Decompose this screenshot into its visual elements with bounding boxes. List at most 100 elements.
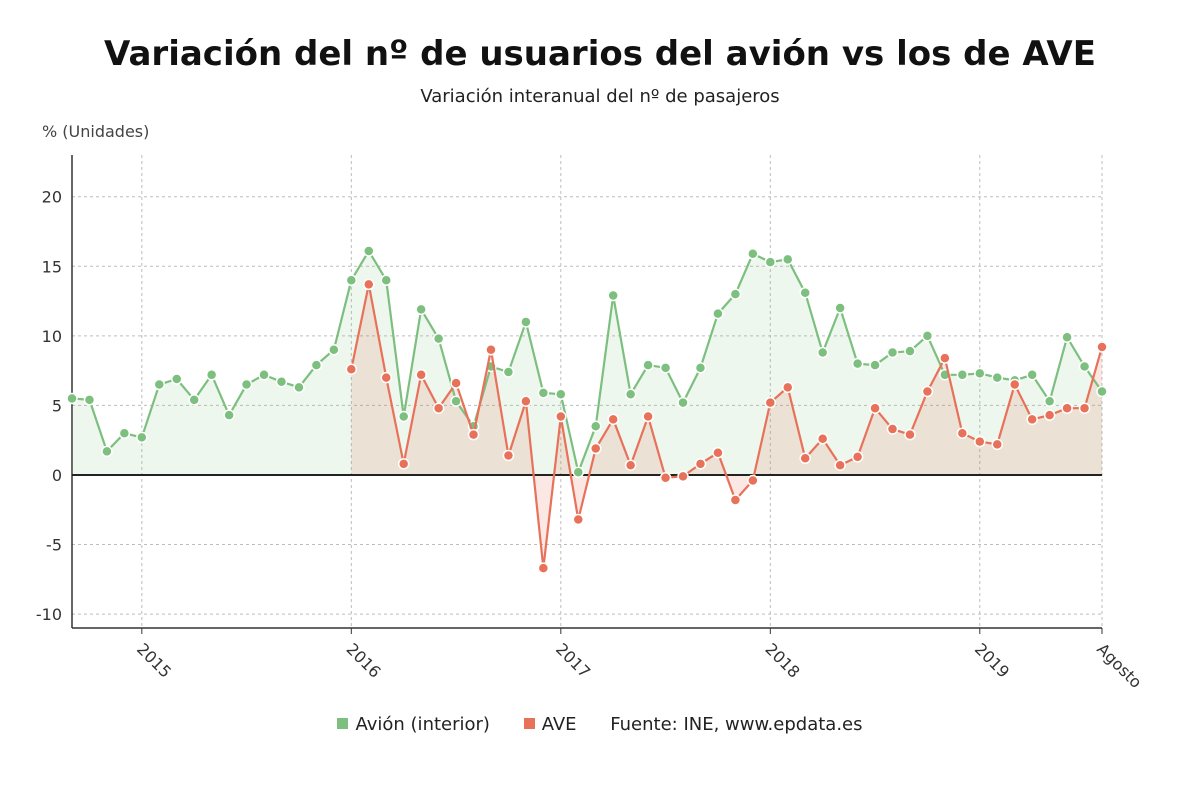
data-point-avion	[310, 359, 323, 371]
y-tick-label: 5	[52, 396, 62, 415]
data-point-avion	[415, 303, 427, 316]
data-point-avion	[904, 345, 916, 357]
data-point-avion	[205, 369, 218, 381]
data-point-avion	[520, 316, 532, 328]
series-area-avion	[72, 250, 1102, 475]
data-point-ave	[904, 428, 916, 441]
data-point-ave	[467, 428, 480, 441]
data-point-ave	[834, 459, 846, 471]
data-point-avion	[886, 346, 899, 359]
data-point-avion	[747, 248, 759, 260]
data-point-avion	[66, 392, 78, 405]
data-point-ave	[345, 363, 358, 375]
data-point-avion	[782, 253, 794, 266]
data-point-avion	[624, 388, 637, 401]
data-point-ave	[747, 474, 759, 487]
data-point-ave	[624, 459, 637, 471]
data-point-avion	[677, 396, 689, 409]
data-point-avion	[799, 286, 811, 299]
data-point-ave	[502, 449, 515, 462]
data-point-avion	[293, 381, 305, 394]
y-tick-label: -10	[36, 605, 62, 624]
data-point-avion	[450, 395, 462, 407]
data-point-ave	[851, 451, 864, 463]
y-tick-label: 15	[42, 257, 62, 276]
legend: Avión (interior) AVE Fuente: INE, www.ep…	[0, 713, 1200, 735]
data-point-avion	[974, 367, 986, 380]
data-point-avion	[555, 388, 567, 401]
data-point-avion	[1096, 385, 1108, 398]
legend-item-avion[interactable]: Avión (interior)	[337, 713, 490, 735]
data-point-avion	[572, 466, 585, 478]
data-point-avion	[345, 274, 358, 286]
data-point-ave	[589, 442, 602, 455]
x-tick-label: Agosto	[1093, 639, 1146, 692]
data-point-ave	[642, 410, 654, 423]
y-tick-label: 10	[42, 327, 62, 346]
data-point-avion	[816, 346, 829, 359]
data-point-avion	[502, 366, 515, 378]
data-point-ave	[555, 410, 567, 423]
data-point-ave	[1026, 413, 1038, 426]
data-point-avion	[1043, 395, 1056, 407]
y-tick-label: 0	[52, 466, 62, 485]
data-point-ave	[1008, 378, 1021, 391]
data-point-ave	[921, 385, 934, 398]
x-tick-label: 2015	[133, 639, 175, 681]
data-point-ave	[677, 470, 689, 483]
chart-subtitle: Variación interanual del nº de pasajeros	[420, 86, 780, 107]
x-tick-label: 2019	[971, 639, 1013, 681]
data-point-avion	[363, 245, 375, 257]
data-point-avion	[851, 357, 864, 370]
data-point-ave	[816, 433, 829, 445]
legend-label-ave: AVE	[541, 713, 577, 735]
data-point-ave	[485, 344, 497, 356]
data-point-avion	[328, 344, 340, 356]
data-point-avion	[240, 378, 253, 391]
data-point-avion	[136, 431, 148, 444]
data-point-avion	[380, 274, 392, 286]
data-point-ave	[869, 402, 881, 414]
data-point-avion	[764, 256, 777, 268]
data-point-avion	[659, 362, 672, 374]
data-point-avion	[223, 409, 235, 421]
data-point-avion	[956, 369, 969, 381]
data-point-ave	[694, 458, 707, 470]
data-point-ave	[974, 435, 986, 448]
data-point-avion	[991, 371, 1003, 384]
data-point-avion	[729, 288, 742, 300]
data-point-ave	[1096, 341, 1108, 353]
legend-item-ave[interactable]: AVE	[523, 713, 577, 735]
data-point-ave	[607, 413, 619, 426]
data-point-ave	[363, 278, 375, 291]
data-point-avion	[537, 387, 550, 399]
data-point-ave	[764, 396, 777, 409]
data-point-ave	[537, 562, 550, 574]
data-point-ave	[1078, 402, 1091, 414]
data-point-ave	[397, 458, 410, 470]
data-point-ave	[659, 472, 672, 484]
data-point-avion	[589, 420, 602, 433]
data-point-ave	[799, 452, 811, 465]
data-point-avion	[118, 427, 131, 439]
data-point-avion	[642, 359, 654, 371]
data-point-ave	[520, 395, 532, 407]
source-note: Fuente: INE, www.epdata.es	[610, 713, 863, 735]
data-point-ave	[1061, 402, 1073, 414]
series-area-ave	[351, 284, 1102, 569]
data-point-ave	[432, 402, 445, 414]
data-point-avion	[1078, 360, 1091, 373]
legend-label-avion: Avión (interior)	[355, 713, 490, 735]
data-point-avion	[607, 289, 619, 302]
y-axis-label: % (Unidades)	[42, 122, 150, 141]
data-point-ave	[712, 446, 724, 459]
data-point-avion	[153, 378, 166, 391]
data-point-avion	[83, 394, 96, 406]
data-point-ave	[572, 513, 585, 526]
y-tick-label: -5	[46, 536, 62, 555]
data-point-ave	[886, 423, 899, 435]
data-point-avion	[188, 394, 200, 406]
data-point-avion	[1061, 331, 1073, 343]
data-point-avion	[397, 410, 410, 423]
